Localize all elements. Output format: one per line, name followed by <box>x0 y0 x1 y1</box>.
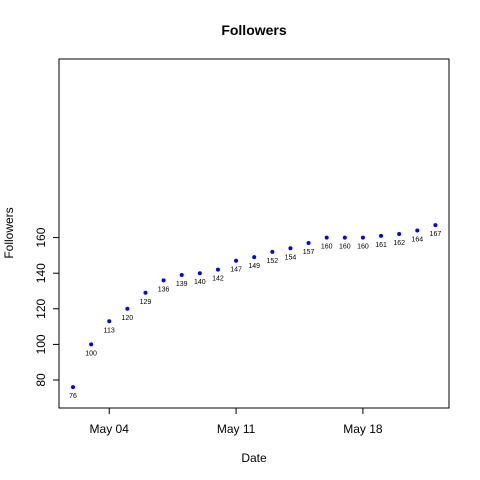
data-point <box>288 246 293 251</box>
data-point <box>215 267 220 272</box>
chart-title: Followers <box>221 22 287 38</box>
data-point <box>143 290 148 295</box>
y-tick-label: 80 <box>34 373 48 387</box>
data-point <box>161 278 166 283</box>
data-points <box>71 223 438 390</box>
data-point <box>415 228 420 233</box>
x-tick-label: May 11 <box>217 422 256 436</box>
data-label: 129 <box>140 299 152 306</box>
y-tick-label: 120 <box>34 298 48 318</box>
y-tick-label: 160 <box>34 227 48 247</box>
data-label: 149 <box>248 263 260 270</box>
data-label: 160 <box>339 244 351 251</box>
data-point <box>360 235 365 240</box>
data-label: 157 <box>303 249 315 256</box>
data-label: 160 <box>357 244 369 251</box>
data-point <box>397 232 402 237</box>
data-label: 120 <box>122 315 134 322</box>
x-tick-label: May 18 <box>343 422 383 436</box>
x-tick-label: May 04 <box>90 422 130 436</box>
data-label: 113 <box>104 327 115 334</box>
data-label: 164 <box>411 236 423 243</box>
data-point <box>197 271 202 276</box>
data-label: 162 <box>393 240 405 247</box>
y-tick-label: 100 <box>34 334 48 354</box>
data-point <box>324 235 329 240</box>
data-point <box>270 249 275 254</box>
data-label: 76 <box>69 393 77 400</box>
data-point <box>107 319 112 324</box>
data-label: 160 <box>321 244 333 251</box>
data-point <box>125 306 130 311</box>
plot-frame <box>58 58 450 409</box>
data-label: 152 <box>266 258 278 265</box>
data-label: 147 <box>230 267 242 274</box>
data-label: 154 <box>285 254 297 261</box>
data-point <box>179 272 184 277</box>
data-label: 167 <box>430 231 442 238</box>
data-point <box>342 235 347 240</box>
data-point <box>379 233 384 238</box>
data-label: 142 <box>212 276 224 283</box>
data-label: 161 <box>375 242 387 249</box>
data-label: 136 <box>158 286 170 293</box>
data-point <box>234 258 239 263</box>
data-labels: 76 100 113 120 129 136 139 140 142 147 149 152 154 15… <box>69 231 441 400</box>
x-axis-label: Date <box>241 451 267 465</box>
y-axis-label: Followers <box>2 207 16 258</box>
data-point <box>71 385 75 390</box>
data-point <box>433 223 438 228</box>
data-label: 100 <box>85 350 97 357</box>
data-label: 139 <box>176 281 188 288</box>
data-label: 140 <box>194 279 206 286</box>
y-tick-label: 140 <box>34 263 48 283</box>
data-point <box>306 240 311 245</box>
data-point <box>89 342 94 347</box>
x-axis: May 04 May 11 May 18 <box>90 408 383 436</box>
y-axis: 80 100 120 140 160 <box>34 227 59 387</box>
data-point <box>252 255 257 260</box>
